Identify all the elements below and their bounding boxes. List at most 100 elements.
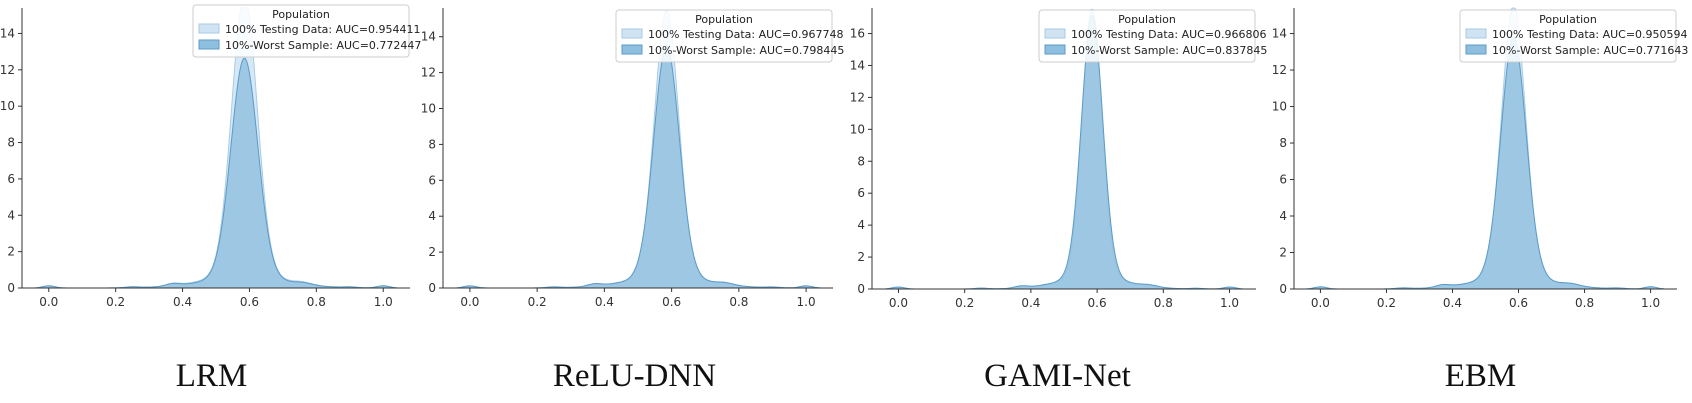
legend-swatch-1 bbox=[1044, 28, 1066, 39]
x-tick-label: 0.8 bbox=[307, 295, 326, 309]
y-tick-label: 0 bbox=[7, 281, 15, 295]
x-tick-label: 0.4 bbox=[595, 295, 614, 309]
y-tick-label: 14 bbox=[1272, 27, 1287, 41]
density-plot-lrm: 0 2 4 6 8 10 12 14 0.0 0.2 0.4 0.6 0.8 1.0 Population 1… bbox=[0, 4, 421, 309]
x-tick-label: 0.6 bbox=[1088, 296, 1107, 310]
y-tick-label: 10 bbox=[0, 99, 15, 113]
density-plot-ebm: 0 2 4 6 8 10 12 14 0.0 0.2 0.4 0.6 0.8 1.0 Population 1… bbox=[1272, 7, 1688, 310]
density-area-series-2 bbox=[1307, 37, 1664, 289]
y-tick-label: 2 bbox=[1279, 246, 1287, 260]
y-tick-label: 10 bbox=[1272, 100, 1287, 114]
x-tick-label: 0.0 bbox=[39, 295, 58, 309]
y-tick-label: 4 bbox=[857, 218, 865, 232]
legend-title: Population bbox=[695, 13, 753, 26]
x-tick-label: 0.8 bbox=[1575, 296, 1594, 310]
x-tick-label: 0.4 bbox=[1443, 296, 1462, 310]
legend-label-1: 100% Testing Data: AUC=0.967748 bbox=[648, 28, 844, 41]
chart-panel-relu-dnn: 0 2 4 6 8 10 12 14 0.0 0.2 0.4 0.6 0.8 1.0 Population 1… bbox=[421, 0, 846, 403]
chart-panel-ebm: 0 2 4 6 8 10 12 14 0.0 0.2 0.4 0.6 0.8 1.0 Population 1… bbox=[1269, 0, 1692, 403]
y-tick-label: 4 bbox=[1279, 209, 1287, 223]
legend-label-1: 100% Testing Data: AUC=0.954411 bbox=[225, 23, 421, 36]
y-tick-label: 8 bbox=[857, 154, 865, 168]
x-tick-label: 0.4 bbox=[173, 295, 192, 309]
y-tick-label: 0 bbox=[428, 281, 436, 295]
y-tick-label: 2 bbox=[428, 245, 436, 259]
legend-title: Population bbox=[1118, 13, 1176, 26]
x-tick-label: 0.6 bbox=[240, 295, 259, 309]
panel-caption-relu-dnn: ReLU-DNN bbox=[552, 358, 717, 394]
x-tick-label: 0.6 bbox=[662, 295, 681, 309]
panel-caption-gami-net: GAMI-Net bbox=[984, 358, 1131, 394]
chart-panel-lrm: 0 2 4 6 8 10 12 14 0.0 0.2 0.4 0.6 0.8 1.0 Population 1… bbox=[0, 0, 423, 403]
legend: Population 100% Testing Data: AUC=0.96680… bbox=[1038, 9, 1267, 63]
legend-swatch-1 bbox=[1465, 28, 1487, 39]
y-tick-label: 8 bbox=[7, 136, 15, 150]
y-tick-label: 6 bbox=[428, 173, 436, 187]
legend-swatch-2 bbox=[1465, 44, 1487, 55]
x-tick-label: 0.2 bbox=[955, 296, 974, 310]
y-tick-label: 10 bbox=[421, 102, 436, 116]
legend-swatch-1 bbox=[621, 28, 643, 39]
y-tick-label: 6 bbox=[7, 172, 15, 186]
legend-box bbox=[192, 4, 410, 58]
legend: Population 100% Testing Data: AUC=0.95441… bbox=[192, 4, 421, 58]
legend: Population 100% Testing Data: AUC=0.96774… bbox=[615, 9, 844, 63]
x-tick-label: 0.0 bbox=[1311, 296, 1330, 310]
y-tick-label: 2 bbox=[857, 250, 865, 264]
x-tick-label: 0.0 bbox=[460, 295, 479, 309]
density-plot-gami-net: 0 2 4 6 8 10 12 14 16 0.0 0.2 0.4 0.6 0.8 1.0 Populatio… bbox=[850, 8, 1267, 310]
y-tick-label: 2 bbox=[7, 245, 15, 259]
density-line-series-2 bbox=[456, 45, 820, 289]
x-tick-label: 1.0 bbox=[1641, 296, 1660, 310]
x-tick-label: 0.6 bbox=[1509, 296, 1528, 310]
legend-swatch-1 bbox=[198, 23, 220, 34]
legend-label-2: 10%-Worst Sample: AUC=0.837845 bbox=[1071, 44, 1267, 57]
density-line-series-2 bbox=[1307, 37, 1664, 290]
panel-caption-ebm: EBM bbox=[1444, 358, 1517, 394]
y-tick-label: 10 bbox=[850, 122, 865, 136]
y-tick-label: 12 bbox=[421, 66, 436, 80]
legend-title: Population bbox=[1539, 13, 1597, 26]
y-tick-label: 8 bbox=[428, 137, 436, 151]
y-tick-label: 12 bbox=[0, 63, 15, 77]
legend-label-1: 100% Testing Data: AUC=0.966806 bbox=[1071, 28, 1267, 41]
x-tick-label: 0.8 bbox=[1154, 296, 1173, 310]
legend-label-2: 10%-Worst Sample: AUC=0.771643 bbox=[1492, 44, 1688, 57]
x-tick-label: 1.0 bbox=[374, 295, 393, 309]
y-tick-label: 0 bbox=[1279, 282, 1287, 296]
y-tick-label: 6 bbox=[857, 186, 865, 200]
y-tick-label: 8 bbox=[1279, 136, 1287, 150]
density-area-series-2 bbox=[456, 46, 820, 289]
legend-swatch-2 bbox=[198, 39, 220, 50]
x-tick-label: 0.2 bbox=[106, 295, 125, 309]
density-plot-relu-dnn: 0 2 4 6 8 10 12 14 0.0 0.2 0.4 0.6 0.8 1.0 Population 1… bbox=[421, 8, 844, 309]
legend-title: Population bbox=[272, 8, 330, 21]
legend-label-2: 10%-Worst Sample: AUC=0.798445 bbox=[648, 44, 844, 57]
legend-label-1: 100% Testing Data: AUC=0.950594 bbox=[1492, 28, 1688, 41]
y-tick-label: 16 bbox=[850, 27, 865, 41]
x-tick-label: 0.0 bbox=[889, 296, 908, 310]
y-tick-label: 4 bbox=[428, 209, 436, 223]
legend-box bbox=[615, 9, 833, 63]
legend-box bbox=[1459, 9, 1677, 63]
y-tick-label: 6 bbox=[1279, 173, 1287, 187]
y-tick-label: 0 bbox=[857, 282, 865, 296]
x-tick-label: 1.0 bbox=[1220, 296, 1239, 310]
x-tick-label: 0.8 bbox=[729, 295, 748, 309]
y-tick-label: 14 bbox=[0, 26, 15, 40]
y-tick-label: 14 bbox=[850, 58, 865, 72]
x-tick-label: 0.4 bbox=[1021, 296, 1040, 310]
legend: Population 100% Testing Data: AUC=0.95059… bbox=[1459, 9, 1688, 63]
legend-swatch-2 bbox=[621, 44, 643, 55]
x-tick-label: 0.2 bbox=[1377, 296, 1396, 310]
y-tick-label: 12 bbox=[1272, 63, 1287, 77]
y-tick-label: 4 bbox=[7, 208, 15, 222]
legend-label-2: 10%-Worst Sample: AUC=0.772447 bbox=[225, 39, 421, 52]
x-tick-label: 1.0 bbox=[797, 295, 816, 309]
y-tick-label: 12 bbox=[850, 90, 865, 104]
x-tick-label: 0.2 bbox=[528, 295, 547, 309]
y-tick-label: 14 bbox=[421, 30, 436, 44]
legend-swatch-2 bbox=[1044, 44, 1066, 55]
panel-caption-lrm: LRM bbox=[175, 358, 248, 394]
legend-box bbox=[1038, 9, 1256, 63]
